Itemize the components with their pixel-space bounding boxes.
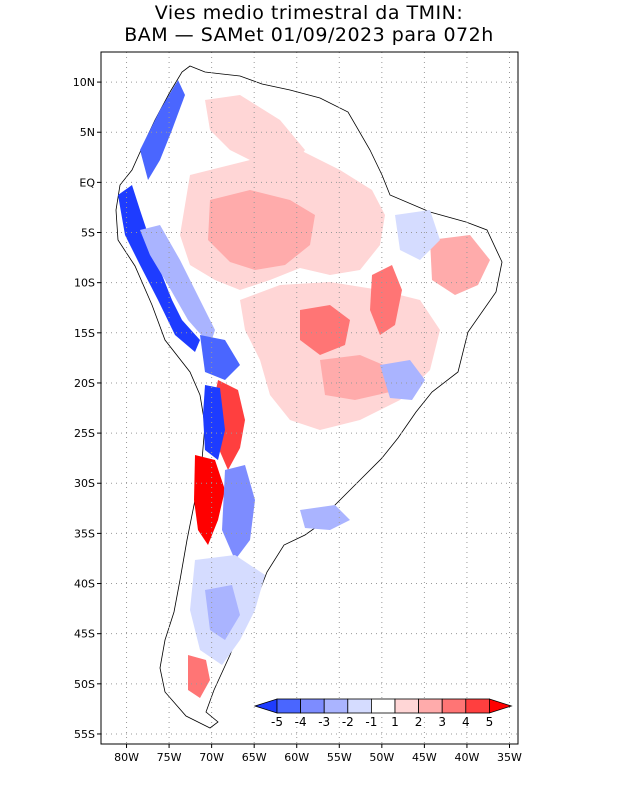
map-grid bbox=[101, 52, 518, 744]
lon-tick-label: 75W bbox=[157, 751, 182, 764]
legend-label: 4 bbox=[462, 715, 470, 729]
legend-label: -4 bbox=[295, 715, 307, 729]
lat-tick-label: EQ bbox=[79, 176, 95, 189]
chart-title-line-2: BAM — SAMet 01/09/2023 para 072h bbox=[124, 24, 494, 46]
cool-area-southeast-brazil bbox=[380, 360, 425, 400]
lat-tick-label: 35S bbox=[74, 527, 95, 540]
map-content bbox=[101, 52, 518, 744]
warm-area-central-chile bbox=[194, 455, 225, 545]
legend-label: -1 bbox=[365, 715, 377, 729]
longitude-axis: 80W 75W 70W 65W 60W 55W 50W 45W 40W 35W bbox=[114, 744, 522, 764]
warm-area-goias bbox=[300, 305, 350, 355]
legend-swatch bbox=[300, 698, 325, 714]
cool-area-uruguay-coast bbox=[300, 505, 350, 530]
lat-tick-label: 50S bbox=[74, 678, 95, 691]
legend-swatch bbox=[370, 698, 396, 714]
warm-area-northeast-coast bbox=[430, 235, 490, 295]
latitude-axis: 10N 5N EQ 5S 10S 15S 20S 25S 30S 35S 40S 45S 50S 55S bbox=[73, 76, 101, 741]
lat-tick-label: 55S bbox=[74, 728, 95, 741]
lat-tick-label: 10S bbox=[74, 277, 95, 290]
legend-label: -5 bbox=[271, 715, 283, 729]
cool-area-patagonia-core bbox=[205, 585, 240, 640]
warm-area-mato-grosso-sul bbox=[320, 355, 395, 400]
legend-label: 3 bbox=[438, 715, 446, 729]
lat-tick-label: 5N bbox=[80, 126, 95, 139]
lat-tick-label: 25S bbox=[74, 427, 95, 440]
warm-area-bahia bbox=[370, 265, 402, 335]
cool-area-argentina-andes bbox=[222, 465, 255, 560]
lon-tick-label: 40W bbox=[455, 751, 480, 764]
lat-tick-label: 15S bbox=[74, 327, 95, 340]
legend-swatch bbox=[441, 698, 467, 714]
cool-area-brazil-east bbox=[395, 210, 440, 260]
lon-tick-label: 60W bbox=[284, 751, 309, 764]
lat-tick-label: 10N bbox=[73, 76, 95, 89]
warm-bias-areas bbox=[180, 95, 490, 698]
warm-area-guiana bbox=[205, 95, 305, 170]
legend-label: 5 bbox=[486, 715, 494, 729]
lat-tick-label: 20S bbox=[74, 377, 95, 390]
lat-tick-label: 5S bbox=[81, 227, 95, 240]
cool-bias-areas bbox=[118, 80, 440, 665]
color-legend: -5 -4 -3 -2 -1 1 2 3 4 5 bbox=[253, 698, 513, 729]
cool-area-peru-andes bbox=[140, 225, 215, 345]
cool-area-colombia-andes bbox=[140, 80, 185, 180]
lat-tick-label: 40S bbox=[74, 578, 95, 591]
lon-tick-label: 80W bbox=[114, 751, 139, 764]
warm-area-southern-patagonia bbox=[188, 655, 210, 698]
warm-area-amazon-core bbox=[208, 190, 315, 270]
legend-swatch bbox=[347, 698, 372, 714]
legend-label: 2 bbox=[415, 715, 423, 729]
lon-tick-label: 45W bbox=[412, 751, 437, 764]
legend-swatch bbox=[418, 698, 443, 714]
lat-tick-label: 45S bbox=[74, 628, 95, 641]
legend-swatch bbox=[465, 698, 490, 714]
legend-label: 1 bbox=[391, 715, 399, 729]
legend-label: -3 bbox=[318, 715, 330, 729]
legend-label: -2 bbox=[342, 715, 354, 729]
cool-area-altiplano bbox=[200, 335, 240, 380]
legend-swatch-high-arrow bbox=[488, 698, 513, 714]
cool-area-atacama bbox=[203, 385, 225, 460]
map-frame bbox=[100, 51, 519, 745]
lon-tick-label: 65W bbox=[242, 751, 267, 764]
chart-title-line-1: Vies medio trimestral da TMIN: bbox=[154, 2, 464, 24]
lon-tick-label: 50W bbox=[369, 751, 394, 764]
legend-swatch bbox=[276, 698, 302, 714]
lon-tick-label: 70W bbox=[199, 751, 224, 764]
legend-swatch bbox=[323, 698, 349, 714]
legend-swatch bbox=[394, 698, 420, 714]
lat-tick-label: 30S bbox=[74, 477, 95, 490]
lon-tick-label: 35W bbox=[497, 751, 522, 764]
lon-tick-label: 55W bbox=[327, 751, 352, 764]
